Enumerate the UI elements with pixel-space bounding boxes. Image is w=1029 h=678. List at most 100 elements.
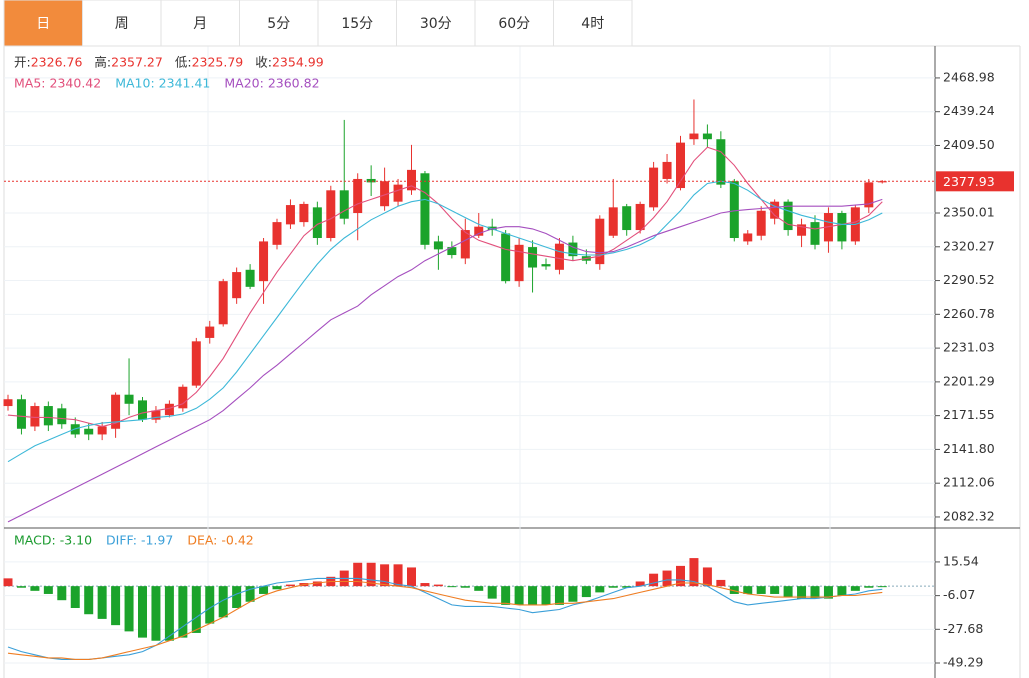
macd-bar — [689, 558, 699, 587]
tab[interactable] — [160, 0, 240, 47]
candle-body — [649, 167, 659, 208]
macd-bar — [460, 586, 470, 588]
macd-bar — [676, 565, 685, 587]
candle-body — [138, 400, 147, 420]
tab[interactable] — [239, 0, 319, 47]
candle-body — [702, 133, 712, 140]
macd-bar — [635, 581, 645, 587]
macd-bar — [16, 586, 26, 588]
y-tick-label: 2201.29 — [943, 373, 995, 388]
candle-body — [232, 272, 242, 299]
candle-body — [366, 178, 376, 183]
macd-bar — [447, 586, 457, 588]
legend-text: 2360.82 — [268, 76, 320, 91]
candle-body — [595, 218, 605, 265]
macd-bar — [595, 586, 605, 593]
ma-line — [7, 146, 883, 428]
macd-bar — [205, 586, 215, 624]
candle-body — [689, 133, 699, 140]
macd-bar — [770, 586, 780, 594]
macd-bar — [232, 586, 242, 608]
candle-body — [124, 394, 134, 404]
macd-bar — [622, 586, 632, 588]
tab[interactable] — [474, 0, 554, 47]
candle-body — [312, 207, 322, 239]
macd-bar — [70, 586, 80, 608]
candle-body — [178, 386, 188, 409]
candle-body — [514, 244, 524, 282]
macd-bar — [84, 586, 94, 615]
ma-line — [7, 198, 883, 523]
macd-bar — [366, 562, 376, 587]
legend-text: 2325.79 — [192, 55, 244, 70]
candle-body — [339, 190, 349, 219]
y-tick-label: -6.07 — [943, 587, 975, 602]
candle-body — [474, 226, 484, 236]
tab[interactable] — [317, 0, 397, 47]
candle-body — [770, 201, 780, 219]
candle-body — [205, 326, 215, 338]
macd-bar — [57, 586, 67, 601]
candle-body — [743, 233, 753, 242]
candle-body — [380, 181, 390, 207]
candle-body — [259, 241, 269, 282]
macd-bar — [716, 579, 726, 587]
macd-bar — [487, 586, 497, 599]
macd-line — [7, 580, 883, 660]
macd-bar — [528, 586, 538, 605]
candle-body — [433, 241, 443, 250]
candle-body — [299, 203, 309, 223]
tab-label: 日 — [36, 16, 50, 32]
macd-bar — [245, 586, 255, 602]
candle-body — [554, 243, 564, 270]
tab[interactable] — [396, 0, 476, 47]
macd-bar — [850, 586, 860, 591]
macd-bar — [3, 578, 13, 587]
candle-body — [191, 341, 201, 386]
candle-body — [43, 406, 53, 426]
macd-bar — [111, 586, 121, 626]
macd-bar — [823, 586, 833, 599]
candle-body — [420, 173, 430, 245]
y-tick-label: 2260.78 — [943, 306, 995, 321]
candle-body — [810, 222, 820, 245]
legend-text: MA5: — [14, 76, 46, 91]
last-price-label: 2377.93 — [943, 174, 995, 189]
macd-bar — [43, 586, 53, 594]
legend-text: MA10: — [115, 76, 154, 91]
tab[interactable] — [553, 0, 633, 47]
candle-body — [30, 406, 40, 427]
macd-bar — [285, 584, 295, 587]
macd-bar — [541, 586, 551, 605]
candle-body — [528, 247, 538, 268]
candle-body — [272, 222, 282, 245]
macd-bar — [554, 586, 564, 605]
candle-body — [16, 399, 26, 429]
y-tick-label: 2468.98 — [943, 69, 995, 84]
y-tick-label: 2141.80 — [943, 441, 995, 456]
legend-text: 2357.27 — [111, 55, 163, 70]
candle-body — [447, 247, 457, 256]
macd-bar — [380, 564, 390, 587]
tab[interactable] — [3, 0, 83, 47]
legend-text: -0.42 — [221, 533, 253, 548]
candle-body — [716, 139, 726, 185]
candle-body — [57, 408, 67, 425]
macd-bar — [138, 586, 147, 638]
macd-bar — [756, 586, 766, 594]
macd-bar — [30, 586, 40, 591]
macd-bar — [407, 567, 416, 587]
legend-text: 低: — [175, 55, 192, 70]
tab[interactable] — [82, 0, 162, 47]
y-tick-label: 2409.50 — [943, 137, 995, 152]
macd-bar — [97, 586, 107, 619]
y-tick-label: -49.29 — [943, 655, 983, 670]
tab-label: 5分 — [267, 16, 290, 32]
y-tick-label: 2320.27 — [943, 238, 995, 253]
macd-bar — [783, 586, 793, 598]
legend-text: 2326.76 — [31, 55, 83, 70]
macd-bar — [568, 586, 578, 602]
candle-body — [608, 207, 618, 236]
